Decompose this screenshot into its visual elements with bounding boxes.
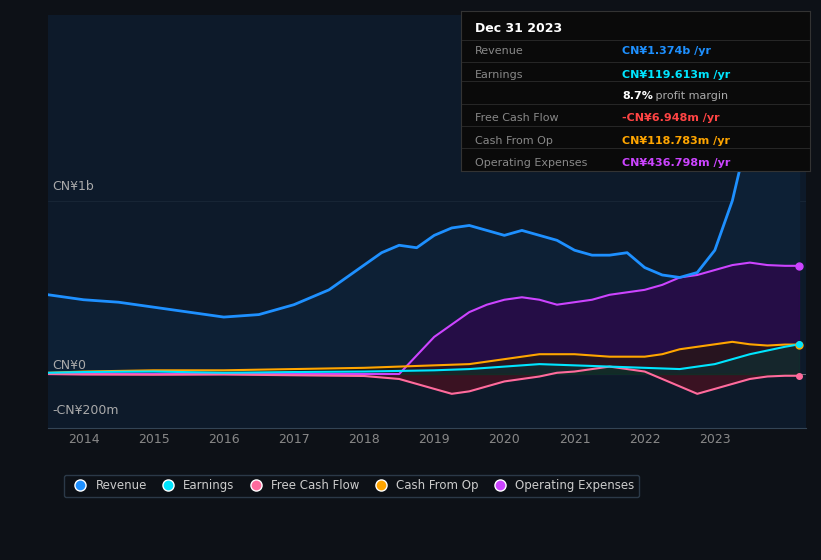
Text: Dec 31 2023: Dec 31 2023: [475, 22, 562, 35]
Text: -CN¥6.948m /yr: -CN¥6.948m /yr: [622, 113, 719, 123]
Text: CN¥436.798m /yr: CN¥436.798m /yr: [622, 158, 731, 168]
Text: CN¥118.783m /yr: CN¥118.783m /yr: [622, 136, 730, 146]
Text: Revenue: Revenue: [475, 46, 524, 57]
Text: 8.7%: 8.7%: [622, 91, 653, 101]
Text: Earnings: Earnings: [475, 70, 524, 80]
Text: Free Cash Flow: Free Cash Flow: [475, 113, 559, 123]
Legend: Revenue, Earnings, Free Cash Flow, Cash From Op, Operating Expenses: Revenue, Earnings, Free Cash Flow, Cash …: [63, 474, 640, 497]
Text: Operating Expenses: Operating Expenses: [475, 158, 588, 168]
Text: Cash From Op: Cash From Op: [475, 136, 553, 146]
Text: CN¥0: CN¥0: [52, 359, 86, 372]
Text: CN¥1b: CN¥1b: [52, 180, 94, 193]
Text: -CN¥200m: -CN¥200m: [52, 404, 118, 417]
Text: profit margin: profit margin: [652, 91, 727, 101]
Text: CN¥1.374b /yr: CN¥1.374b /yr: [622, 46, 711, 57]
Text: CN¥119.613m /yr: CN¥119.613m /yr: [622, 70, 730, 80]
